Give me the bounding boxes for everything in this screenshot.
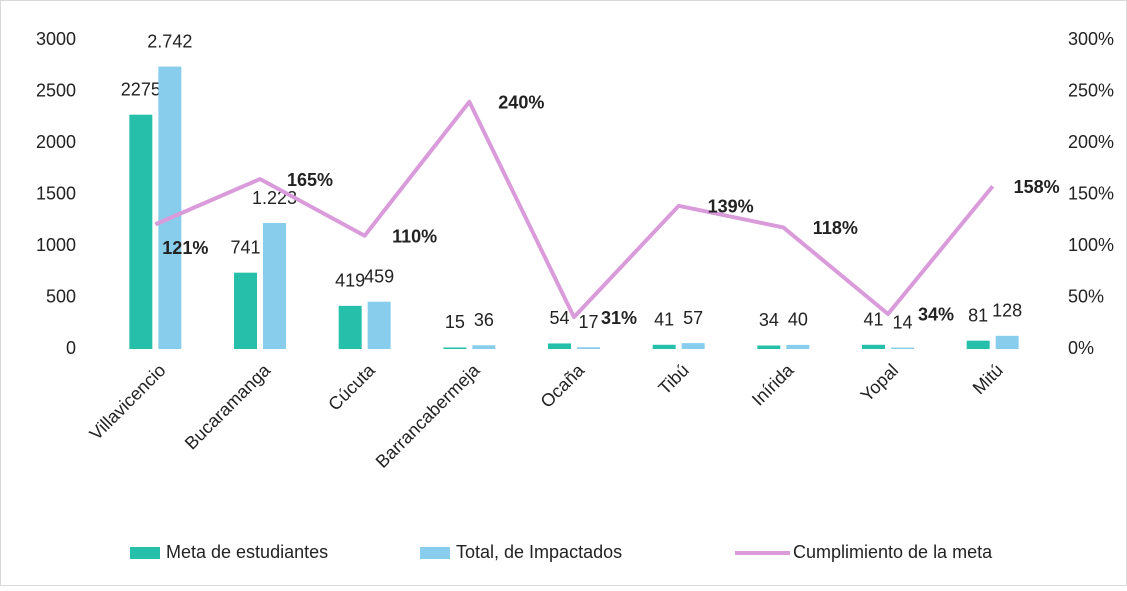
data-label: 41 xyxy=(654,310,674,330)
data-label: 15 xyxy=(445,312,465,332)
line-label: 240% xyxy=(498,93,544,113)
y2-tick-label: 50% xyxy=(1068,286,1104,306)
data-label: 14 xyxy=(892,312,912,332)
bar xyxy=(338,305,362,349)
line xyxy=(154,99,995,320)
y-tick-label: 2000 xyxy=(36,132,76,152)
bar xyxy=(681,343,705,349)
bar xyxy=(652,344,676,349)
data-label: 34 xyxy=(759,310,779,330)
y2-tick-label: 150% xyxy=(1068,183,1114,203)
bar xyxy=(367,301,391,349)
data-label: 2275 xyxy=(121,79,161,99)
y-tick-label: 2500 xyxy=(36,80,76,100)
data-label: 36 xyxy=(474,310,494,330)
y-tick-label: 0 xyxy=(66,338,76,358)
data-label: 54 xyxy=(549,308,569,328)
bar xyxy=(862,344,885,349)
bar xyxy=(891,347,914,349)
bar xyxy=(577,347,600,349)
data-label: 57 xyxy=(683,308,703,328)
y-tick-label: 3000 xyxy=(36,29,76,49)
bar xyxy=(966,340,990,349)
line-label: 31% xyxy=(601,308,637,328)
data-label: 2.742 xyxy=(147,31,192,51)
bar xyxy=(129,114,153,349)
line-label: 165% xyxy=(287,170,333,190)
bar xyxy=(472,345,496,349)
data-label: 41 xyxy=(863,310,883,330)
y-tick-label: 1500 xyxy=(36,183,76,203)
bar xyxy=(234,272,257,349)
line-label: 118% xyxy=(813,218,858,238)
line-label: 110% xyxy=(392,226,437,246)
bar xyxy=(757,345,781,349)
data-label: 128 xyxy=(992,301,1022,321)
y2-tick-label: 100% xyxy=(1068,235,1114,255)
data-label: 419 xyxy=(335,271,365,291)
legend-label: Total, de Impactados xyxy=(456,542,622,562)
y2-tick-label: 200% xyxy=(1068,132,1114,152)
line-label: 34% xyxy=(918,305,954,325)
bar xyxy=(263,223,286,349)
y2-tick-label: 250% xyxy=(1068,80,1114,100)
bar xyxy=(548,343,571,349)
bar xyxy=(443,347,467,349)
line-label: 121% xyxy=(162,238,208,258)
y2-tick-label: 0% xyxy=(1068,338,1094,358)
line-label: 158% xyxy=(1014,177,1060,197)
data-label: 741 xyxy=(230,237,260,257)
bar xyxy=(158,66,182,349)
data-label: 17 xyxy=(578,312,598,332)
line-label: 139% xyxy=(708,197,754,217)
bar xyxy=(786,344,810,349)
legend-label: Cumplimiento de la meta xyxy=(793,542,993,562)
y2-tick-label: 300% xyxy=(1068,29,1114,49)
data-label: 81 xyxy=(968,305,988,325)
legend-swatch xyxy=(130,547,160,559)
y-tick-label: 500 xyxy=(46,286,76,306)
legend-label: Meta de estudiantes xyxy=(166,542,328,562)
legend-swatch xyxy=(420,547,450,559)
data-label: 40 xyxy=(788,310,808,330)
data-label: 1.223 xyxy=(252,188,297,208)
data-label: 459 xyxy=(364,266,394,286)
bar xyxy=(995,335,1019,349)
y-tick-label: 1000 xyxy=(36,235,76,255)
